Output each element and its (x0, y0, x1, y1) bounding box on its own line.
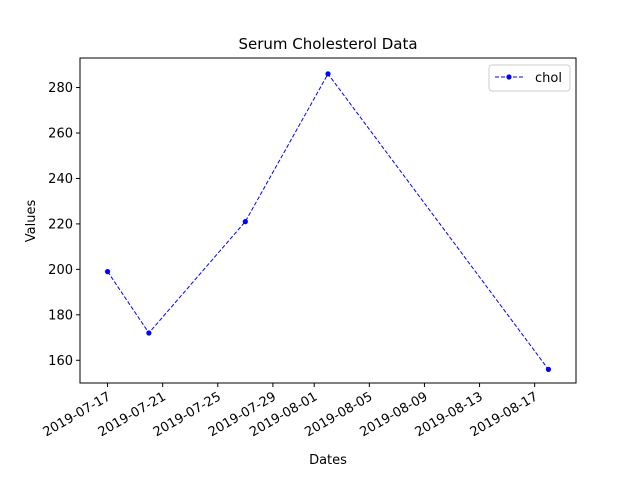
plot-frame (79, 57, 577, 384)
data-point (146, 330, 152, 336)
legend-label-chol: chol (535, 71, 562, 86)
legend-box (488, 64, 571, 92)
y-tick-label: 260 (48, 127, 73, 142)
y-tick-label: 200 (48, 263, 73, 278)
y-tick-label: 220 (48, 217, 73, 232)
series-line-chol (107, 72, 549, 370)
y-tick-label: 180 (48, 308, 73, 323)
chart-title: Serum Cholesterol Data (238, 35, 417, 53)
series-layer (104, 71, 552, 372)
data-point (325, 71, 331, 77)
data-point (545, 366, 552, 372)
data-point (242, 219, 248, 225)
y-tick-label: 240 (48, 172, 73, 187)
data-point (104, 269, 111, 275)
y-axis-label: Values (24, 200, 39, 243)
y-tick-label: 160 (48, 354, 73, 369)
y-axis-ticks: 160 180 200 220 240 260 280 (48, 81, 80, 369)
x-axis-label: Dates (309, 453, 347, 468)
y-tick-label: 280 (48, 81, 73, 96)
legend-marker-chol (506, 74, 512, 80)
legend: chol (488, 64, 571, 92)
